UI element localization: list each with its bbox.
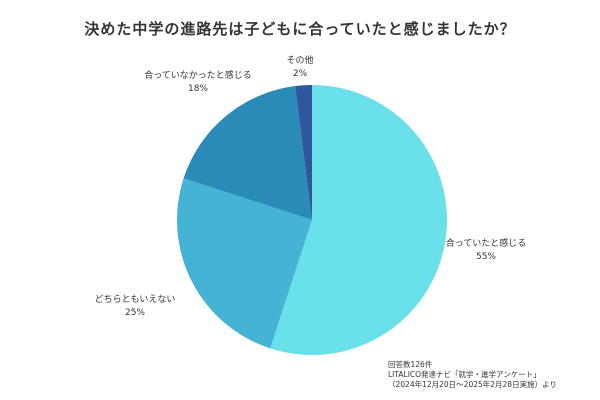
slice-value-label: 2% xyxy=(293,69,308,79)
source-survey-period: （2024年12月20日～2025年2月28日実施）より xyxy=(388,380,557,389)
slice-label: その他 xyxy=(286,54,313,66)
pie-slice xyxy=(177,178,312,349)
slice-label: 合っていなかったと感じる xyxy=(144,69,252,81)
slice-value-label: 25% xyxy=(125,308,145,318)
slice-value-label: 55% xyxy=(476,252,496,262)
source-note: 回答数126件 LITALICO発達ナビ「就学・進学アンケート」 （2024年1… xyxy=(388,360,557,390)
slice-label: どちらともいえない xyxy=(95,294,176,305)
source-survey-name: LITALICO発達ナビ「就学・進学アンケート」 xyxy=(388,370,541,379)
pie-slice xyxy=(295,84,312,220)
chart-title: 決めた中学の進路先は子どもに合っていたと感じましたか？ xyxy=(84,20,516,38)
slice-value-label: 18% xyxy=(188,84,208,94)
pie-slice xyxy=(183,86,312,220)
pie-slice xyxy=(270,85,448,355)
slice-label: 合っていたと感じる xyxy=(446,237,527,249)
source-response-count: 回答数126件 xyxy=(388,360,433,369)
